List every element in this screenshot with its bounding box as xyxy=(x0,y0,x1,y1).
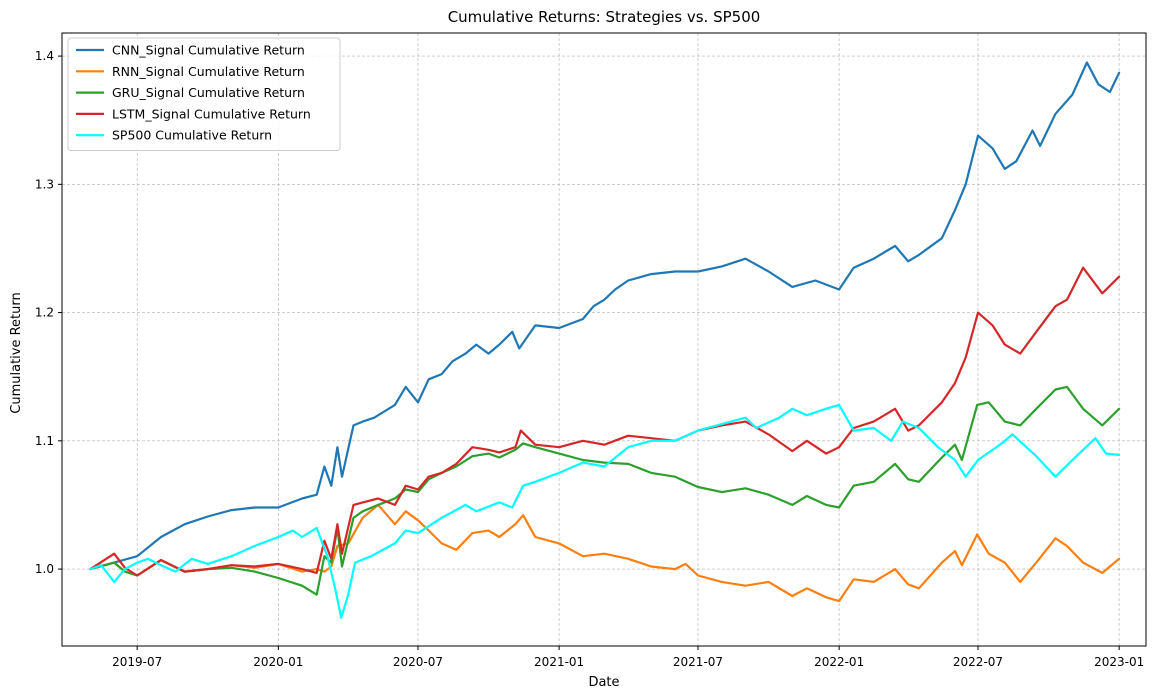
x-axis-ticks: 2019-07 2020-01 2020-07 2021-01 2021-07 2022-… xyxy=(112,646,1144,669)
series-line-4 xyxy=(89,266,1121,577)
x-tick-label: 2020-01 xyxy=(253,655,303,669)
legend-label: RNN_Signal Cumulative Return xyxy=(112,64,305,79)
y-axis-ticks: 1.0 1.1 1.2 1.3 1.4 xyxy=(35,49,62,576)
grid-lines xyxy=(62,33,1146,646)
x-tick-label: 2022-01 xyxy=(814,655,864,669)
x-tick-label: 2021-01 xyxy=(534,655,584,669)
legend: CNN_Signal Cumulative Return RNN_Signal C… xyxy=(67,37,341,151)
y-tick-label: 1.3 xyxy=(35,177,54,191)
series-line-3 xyxy=(89,385,1121,596)
series-line-5 xyxy=(89,403,1121,619)
series-line-2 xyxy=(89,503,1121,603)
y-tick-label: 1.4 xyxy=(35,49,54,63)
legend-label: LSTM_Signal Cumulative Return xyxy=(112,106,311,121)
legend-box xyxy=(67,37,341,151)
x-axis-title: Date xyxy=(588,675,619,690)
x-tick-label: 2021-07 xyxy=(673,655,723,669)
y-tick-label: 1.2 xyxy=(35,306,54,320)
x-tick-label: 2019-07 xyxy=(112,655,162,669)
plot-frame xyxy=(61,32,1147,647)
x-tick-label: 2020-07 xyxy=(393,655,443,669)
y-tick-label: 1.1 xyxy=(35,434,54,448)
series-lines xyxy=(89,61,1121,619)
x-tick-label: 2023-01 xyxy=(1094,655,1144,669)
legend-label: CNN_Signal Cumulative Return xyxy=(112,43,305,58)
y-axis-title: Cumulative Return xyxy=(9,292,24,413)
y-tick-label: 1.0 xyxy=(35,562,54,576)
legend-label: GRU_Signal Cumulative Return xyxy=(112,85,305,100)
x-tick-label: 2022-07 xyxy=(953,655,1003,669)
legend-label: SP500 Cumulative Return xyxy=(112,128,272,143)
series-line-1 xyxy=(89,61,1121,571)
chart-title: Cumulative Returns: Strategies vs. SP500 xyxy=(448,8,761,26)
